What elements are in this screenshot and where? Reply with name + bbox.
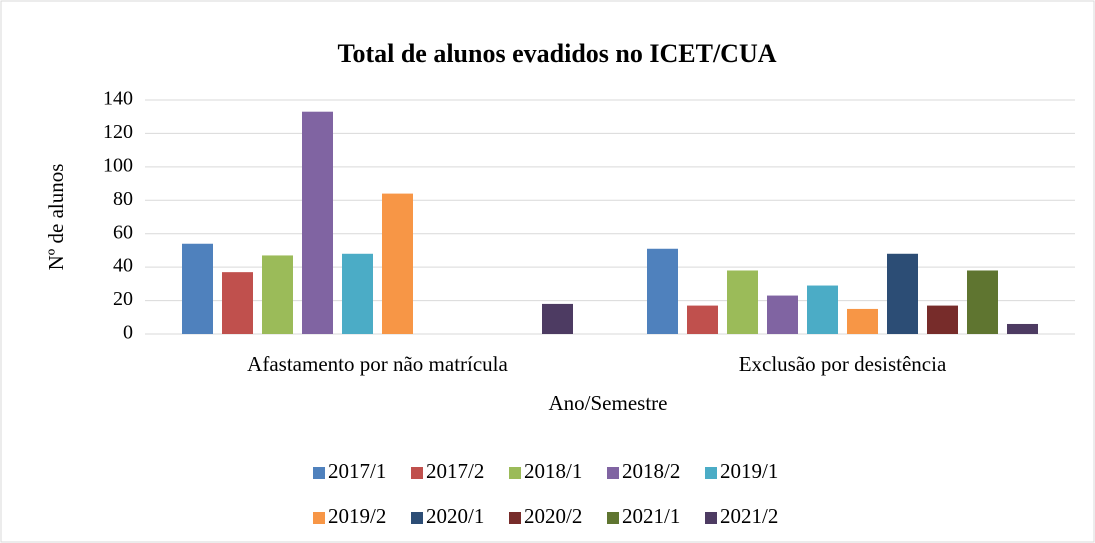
bar [767, 295, 798, 334]
y-tick-label: 140 [103, 88, 133, 110]
legend-swatch [411, 467, 423, 479]
bar [382, 193, 413, 334]
chart-title: Total de alunos evadidos no ICET/CUA [338, 39, 777, 68]
legend-label: 2019/1 [720, 459, 778, 483]
bar [927, 305, 958, 334]
legend-label: 2018/2 [622, 459, 680, 483]
legend-swatch [411, 512, 423, 524]
legend-label: 2021/2 [720, 504, 778, 528]
bar [807, 285, 838, 334]
bar [687, 305, 718, 334]
bar [342, 253, 373, 334]
legend-label: 2017/1 [328, 459, 386, 483]
legend-label: 2017/2 [426, 459, 484, 483]
y-tick-label: 100 [103, 154, 133, 176]
y-tick-label: 60 [113, 221, 133, 243]
x-tick-label: Afastamento por não matrícula [247, 352, 508, 376]
bar [222, 272, 253, 334]
y-axis-label: Nº de alunos [44, 164, 68, 271]
bar [182, 243, 213, 334]
legend-swatch [607, 512, 619, 524]
legend-label: 2018/1 [524, 459, 582, 483]
y-tick-label: 40 [113, 255, 133, 277]
bar [1007, 323, 1038, 334]
bar [887, 253, 918, 334]
y-tick-label: 20 [113, 288, 133, 310]
legend-swatch [607, 467, 619, 479]
legend-label: 2021/1 [622, 504, 680, 528]
legend-label: 2020/1 [426, 504, 484, 528]
legend-swatch [705, 512, 717, 524]
bar [967, 270, 998, 334]
legend-swatch [313, 512, 325, 524]
x-tick-label: Exclusão por desistência [739, 352, 947, 376]
y-tick-label: 80 [113, 188, 133, 210]
bar [847, 308, 878, 334]
bar [302, 111, 333, 334]
legend-label: 2019/2 [328, 504, 386, 528]
bar [542, 303, 573, 334]
legend-swatch [313, 467, 325, 479]
bar [727, 270, 758, 334]
legend-swatch [509, 512, 521, 524]
legend-label: 2020/2 [524, 504, 582, 528]
bar [262, 255, 293, 334]
y-tick-label: 120 [103, 121, 133, 143]
legend-swatch [509, 467, 521, 479]
y-tick-label: 0 [123, 322, 133, 344]
legend-swatch [705, 467, 717, 479]
x-axis-label: Ano/Semestre [549, 391, 668, 415]
bar [647, 248, 678, 334]
